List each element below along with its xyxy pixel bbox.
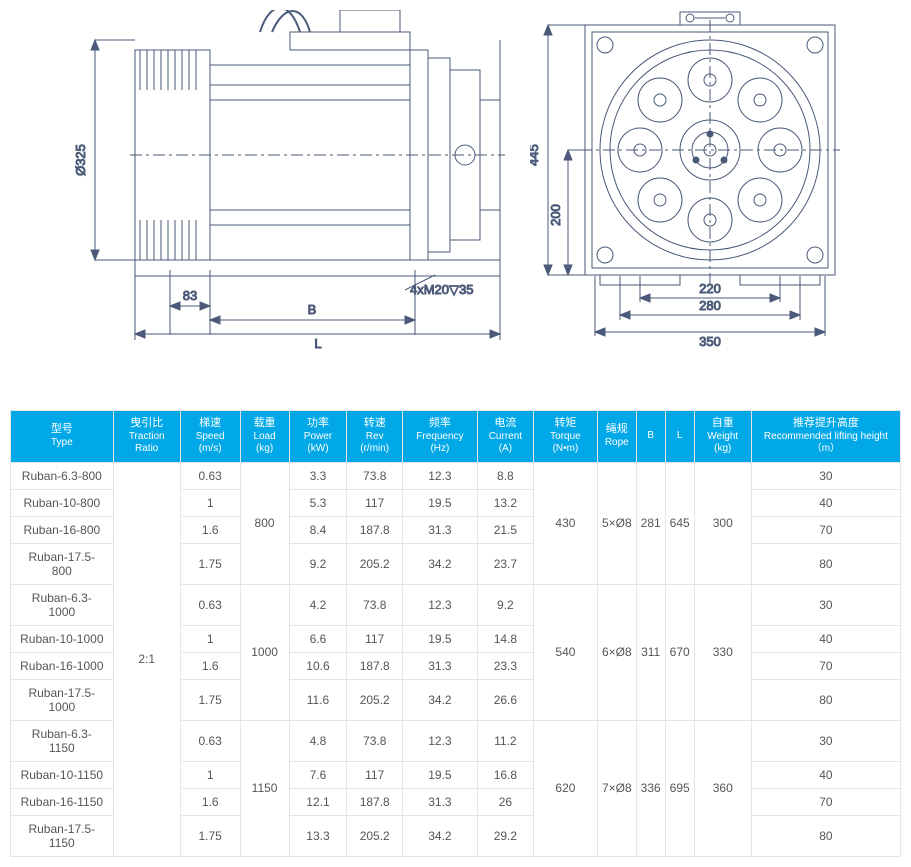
col-header: B [636, 411, 665, 463]
col-header: 转矩Torque (N•m) [533, 411, 597, 463]
col-header: 载重Load (kg) [240, 411, 289, 463]
col-header: 绳规Rope [597, 411, 636, 463]
col-header: 自重Weight (kg) [694, 411, 751, 463]
col-header: 梯速Speed (m/s) [180, 411, 240, 463]
col-header: 转速Rev (r/min) [347, 411, 403, 463]
front-view-drawing: 445 200 220 280 [530, 10, 890, 350]
col-header: L [665, 411, 694, 463]
svg-text:83: 83 [183, 288, 197, 303]
svg-text:B: B [308, 302, 317, 317]
svg-text:350: 350 [699, 334, 721, 349]
col-header: 频率Frequency (Hz) [403, 411, 478, 463]
table-row: Ruban-6.3-8002:10.638003.373.812.38.8430… [11, 462, 901, 489]
col-header: 推荐提升高度Recommended lifting height（m） [751, 411, 900, 463]
svg-text:280: 280 [699, 298, 721, 313]
col-header: 曳引比Traction Ratio [113, 411, 180, 463]
svg-text:200: 200 [548, 204, 563, 226]
svg-text:Ø325: Ø325 [73, 144, 88, 176]
svg-text:L: L [314, 336, 321, 350]
svg-text:445: 445 [530, 144, 541, 166]
technical-drawings: Ø325 83 B L 4xM20▽35 [10, 10, 901, 350]
col-header: 电流Current (A) [477, 411, 533, 463]
spec-table: 型号Type曳引比Traction Ratio梯速Speed (m/s)载重Lo… [10, 410, 901, 857]
col-header: 型号Type [11, 411, 114, 463]
spec-table-header: 型号Type曳引比Traction Ratio梯速Speed (m/s)载重Lo… [11, 411, 901, 463]
col-header: 功率Power (kW) [289, 411, 347, 463]
side-view-drawing: Ø325 83 B L 4xM20▽35 [40, 10, 510, 350]
svg-text:4xM20▽35: 4xM20▽35 [410, 282, 473, 297]
